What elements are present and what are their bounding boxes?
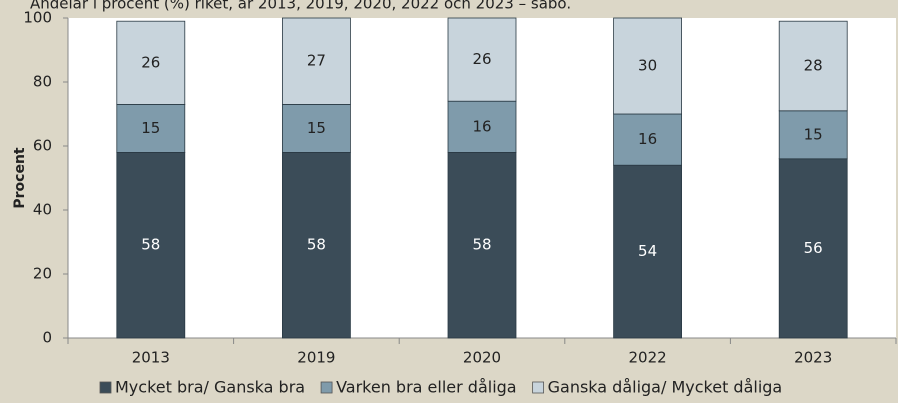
legend-swatch	[532, 381, 545, 394]
bar-segment	[778, 158, 848, 339]
x-tick-label: 2023	[794, 349, 832, 367]
bar-segment	[281, 151, 351, 339]
data-label: 28	[804, 57, 823, 75]
y-axis-label: Procent	[12, 147, 28, 209]
data-label: 27	[307, 52, 326, 70]
legend-swatch	[320, 381, 333, 394]
data-label: 15	[307, 119, 326, 137]
data-label: 54	[638, 242, 657, 260]
data-label: 56	[804, 239, 823, 257]
x-tick-label: 2020	[463, 349, 501, 367]
bar-segment	[447, 17, 517, 102]
data-label: 26	[472, 50, 491, 68]
legend-label: Ganska dåliga/ Mycket dåliga	[548, 378, 783, 397]
x-tick-label: 2019	[297, 349, 335, 367]
bar-segment	[447, 100, 517, 153]
data-label: 15	[141, 119, 160, 137]
bar-segment	[281, 104, 351, 153]
bar-segment	[613, 17, 682, 115]
x-tick-label: 2013	[132, 349, 170, 367]
data-label: 58	[141, 236, 160, 254]
data-label: 58	[307, 236, 326, 254]
data-label: 30	[638, 57, 657, 75]
legend-label: Mycket bra/ Ganska bra	[115, 378, 305, 397]
y-tick-label: 40	[33, 201, 52, 219]
y-tick-label: 80	[33, 73, 52, 91]
y-tick-label: 100	[23, 9, 52, 27]
bar-segment	[116, 104, 186, 153]
data-label: 26	[141, 53, 160, 71]
bar-segment	[778, 110, 848, 160]
bar-segment	[281, 17, 351, 105]
bar-segment	[613, 164, 682, 339]
y-tick-label: 60	[33, 137, 52, 155]
bar-segment	[116, 151, 186, 339]
bar-segment	[116, 20, 186, 105]
legend-swatch	[99, 381, 112, 394]
data-label: 58	[472, 236, 491, 254]
y-tick-label: 0	[42, 329, 52, 347]
bar-segment	[778, 20, 848, 112]
x-tick-label: 2022	[629, 349, 667, 367]
chart-title: Andelar i procent (%) riket, år 2013, 20…	[30, 0, 571, 13]
data-label: 16	[472, 117, 491, 135]
legend-label: Varken bra eller dåliga	[336, 378, 517, 397]
data-label: 15	[804, 125, 823, 143]
data-label: 16	[638, 130, 657, 148]
y-tick-label: 20	[33, 265, 52, 283]
